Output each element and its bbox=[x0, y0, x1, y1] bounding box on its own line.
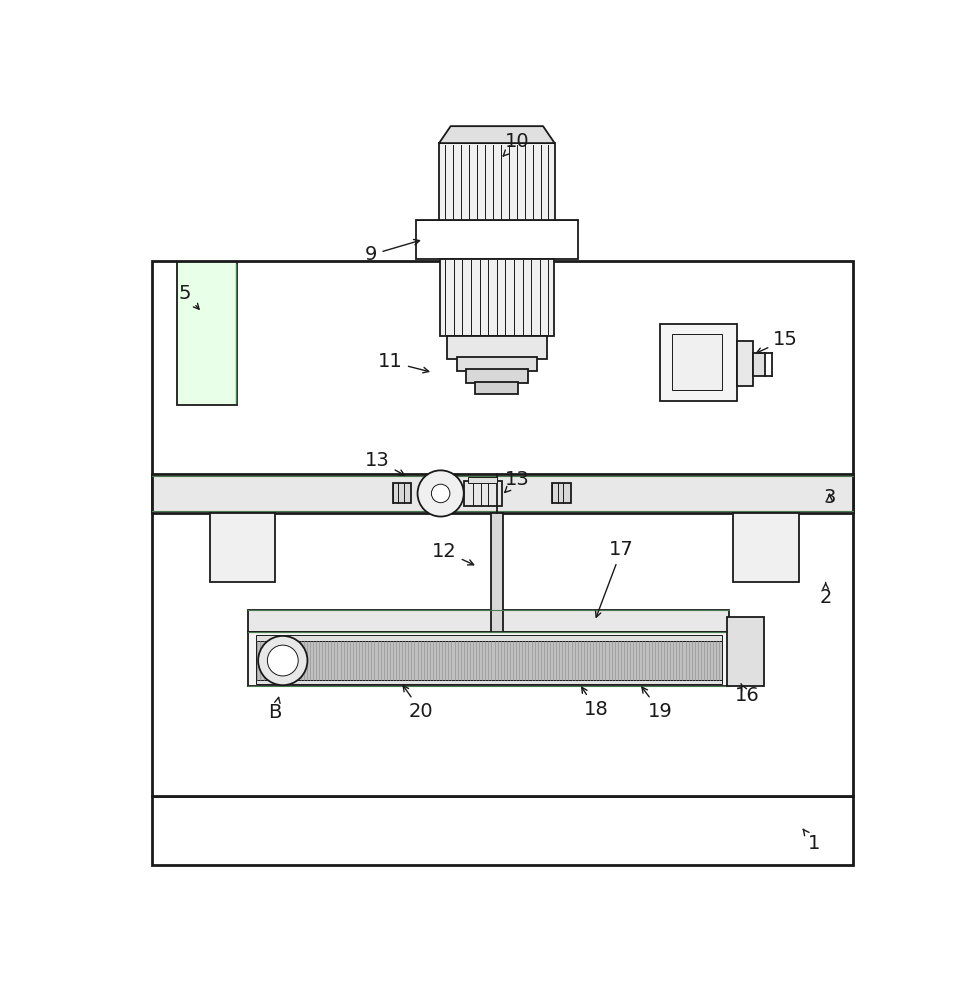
Bar bbox=[671, 334, 721, 389]
Bar bbox=[753, 353, 764, 376]
Circle shape bbox=[431, 484, 450, 503]
Text: 13: 13 bbox=[505, 470, 530, 492]
Polygon shape bbox=[439, 126, 555, 143]
Text: 13: 13 bbox=[366, 451, 405, 475]
Text: 11: 11 bbox=[378, 352, 429, 373]
Text: 12: 12 bbox=[432, 542, 473, 565]
Text: 20: 20 bbox=[403, 686, 434, 721]
Bar bbox=[152, 796, 853, 865]
Bar bbox=[152, 261, 853, 796]
Text: 17: 17 bbox=[596, 540, 634, 617]
Bar bbox=[467, 477, 497, 483]
Bar bbox=[661, 324, 737, 401]
Bar bbox=[439, 143, 555, 220]
Bar bbox=[727, 617, 764, 686]
Bar bbox=[466, 369, 527, 383]
Bar bbox=[256, 635, 721, 641]
Text: 3: 3 bbox=[823, 488, 836, 507]
Bar bbox=[416, 220, 578, 259]
Text: 9: 9 bbox=[366, 239, 419, 264]
Text: 10: 10 bbox=[503, 132, 530, 156]
Bar bbox=[733, 513, 799, 582]
Bar bbox=[440, 259, 554, 336]
Text: 2: 2 bbox=[819, 582, 832, 607]
Text: 1: 1 bbox=[804, 829, 820, 853]
Circle shape bbox=[268, 645, 298, 676]
Bar bbox=[553, 483, 570, 503]
Text: B: B bbox=[269, 697, 282, 722]
Circle shape bbox=[417, 470, 464, 517]
Bar bbox=[491, 513, 503, 632]
Bar bbox=[177, 262, 237, 405]
Bar bbox=[475, 382, 518, 394]
Text: 19: 19 bbox=[642, 687, 672, 721]
Bar bbox=[248, 632, 729, 686]
Text: 5: 5 bbox=[178, 284, 199, 309]
Bar bbox=[737, 341, 753, 386]
Bar bbox=[256, 680, 721, 684]
Bar bbox=[464, 481, 503, 506]
Bar bbox=[256, 641, 721, 681]
Bar bbox=[152, 474, 853, 513]
Text: 16: 16 bbox=[735, 684, 760, 705]
Circle shape bbox=[258, 636, 308, 685]
Text: 15: 15 bbox=[757, 330, 798, 353]
Bar bbox=[393, 483, 412, 503]
Bar bbox=[248, 610, 729, 632]
Text: 18: 18 bbox=[582, 687, 609, 719]
Bar bbox=[210, 513, 275, 582]
Bar bbox=[447, 336, 547, 359]
Bar bbox=[457, 357, 537, 371]
